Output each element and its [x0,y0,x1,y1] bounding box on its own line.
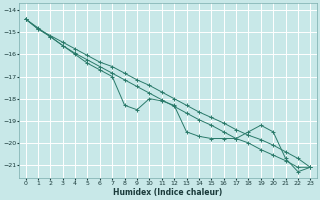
X-axis label: Humidex (Indice chaleur): Humidex (Indice chaleur) [113,188,223,197]
